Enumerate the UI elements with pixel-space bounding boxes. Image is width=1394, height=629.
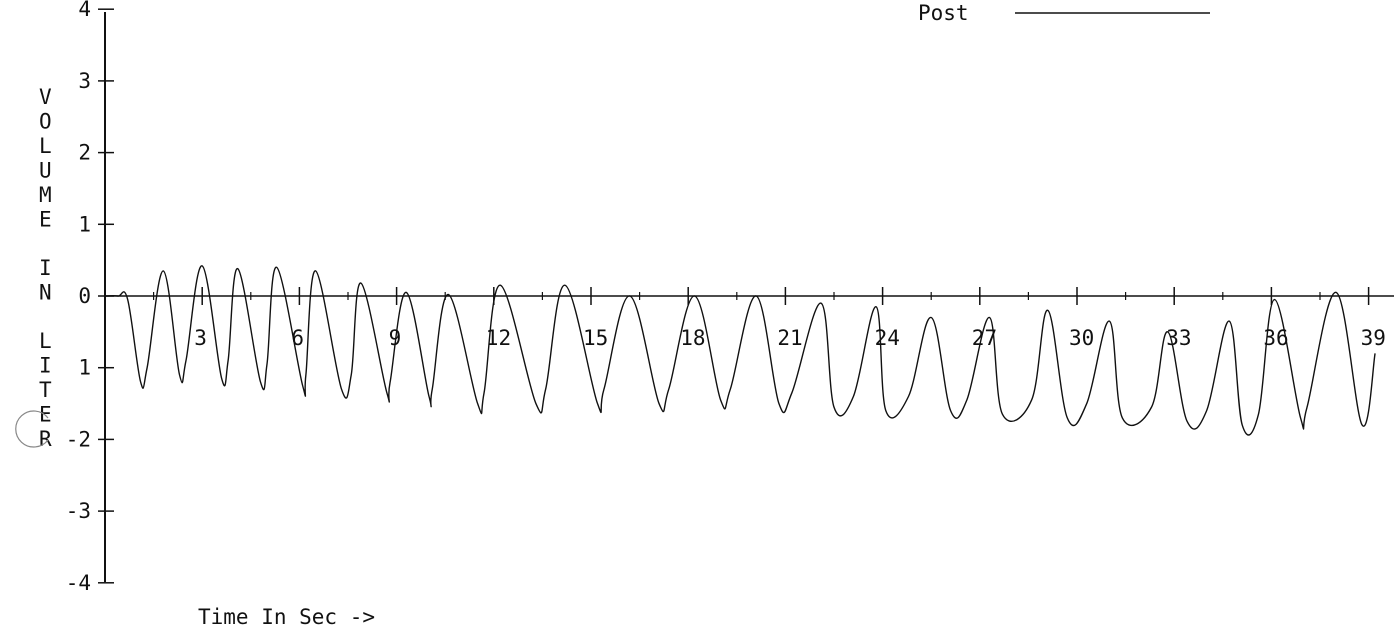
y-axis-title-letter: I [39,256,52,280]
series-layer [104,265,1376,436]
x-tick-label: 30 [1069,326,1094,350]
x-tick-label: 24 [875,326,900,350]
x-tick-label: 15 [583,326,608,350]
y-axis-title-letter: M [39,183,52,207]
y-tick-label: -2 [66,427,91,451]
y-axis-title-letter: O [39,110,52,134]
y-axis-title-letter: U [39,159,52,183]
x-tick-label: 3 [194,326,207,350]
y-axis-title-letter: L [39,134,52,158]
scan-artifact-arc [15,410,49,448]
y-tick-label: 0 [78,284,91,308]
y-tick-group: 4 3 2 1 0 1 -2 -3 -4 [66,0,114,595]
x-tick-label: 21 [777,326,802,350]
y-tick-label: 1 [78,356,91,380]
y-axis-title-letter: T [39,378,52,402]
x-tick-label: 9 [389,326,402,350]
legend-series-name: Post [918,1,969,25]
y-tick-label: 4 [78,0,91,21]
y-tick-label: 2 [78,141,91,165]
x-tick-group: 3 6 9 12 15 18 21 24 27 30 33 36 39 [153,287,1386,350]
y-tick-label: -3 [66,499,91,523]
y-axis-title-letter: E [39,208,52,232]
x-axis-title: Time In Sec -> [198,605,375,629]
x-tick-label: 39 [1361,326,1386,350]
y-tick-label: 1 [78,212,91,236]
y-axis-title-letter: V [39,85,52,109]
series-line-0 [104,265,1376,436]
y-axis-title-letter: I [39,354,52,378]
y-tick-label: 3 [78,69,91,93]
y-axis-title-letter: L [39,329,52,353]
x-tick-label: 18 [680,326,705,350]
y-axis-title-letter: N [39,281,52,305]
legend: Post [918,1,1210,25]
y-axis-title-letter: R [39,427,52,451]
y-tick-label: -4 [66,571,91,595]
